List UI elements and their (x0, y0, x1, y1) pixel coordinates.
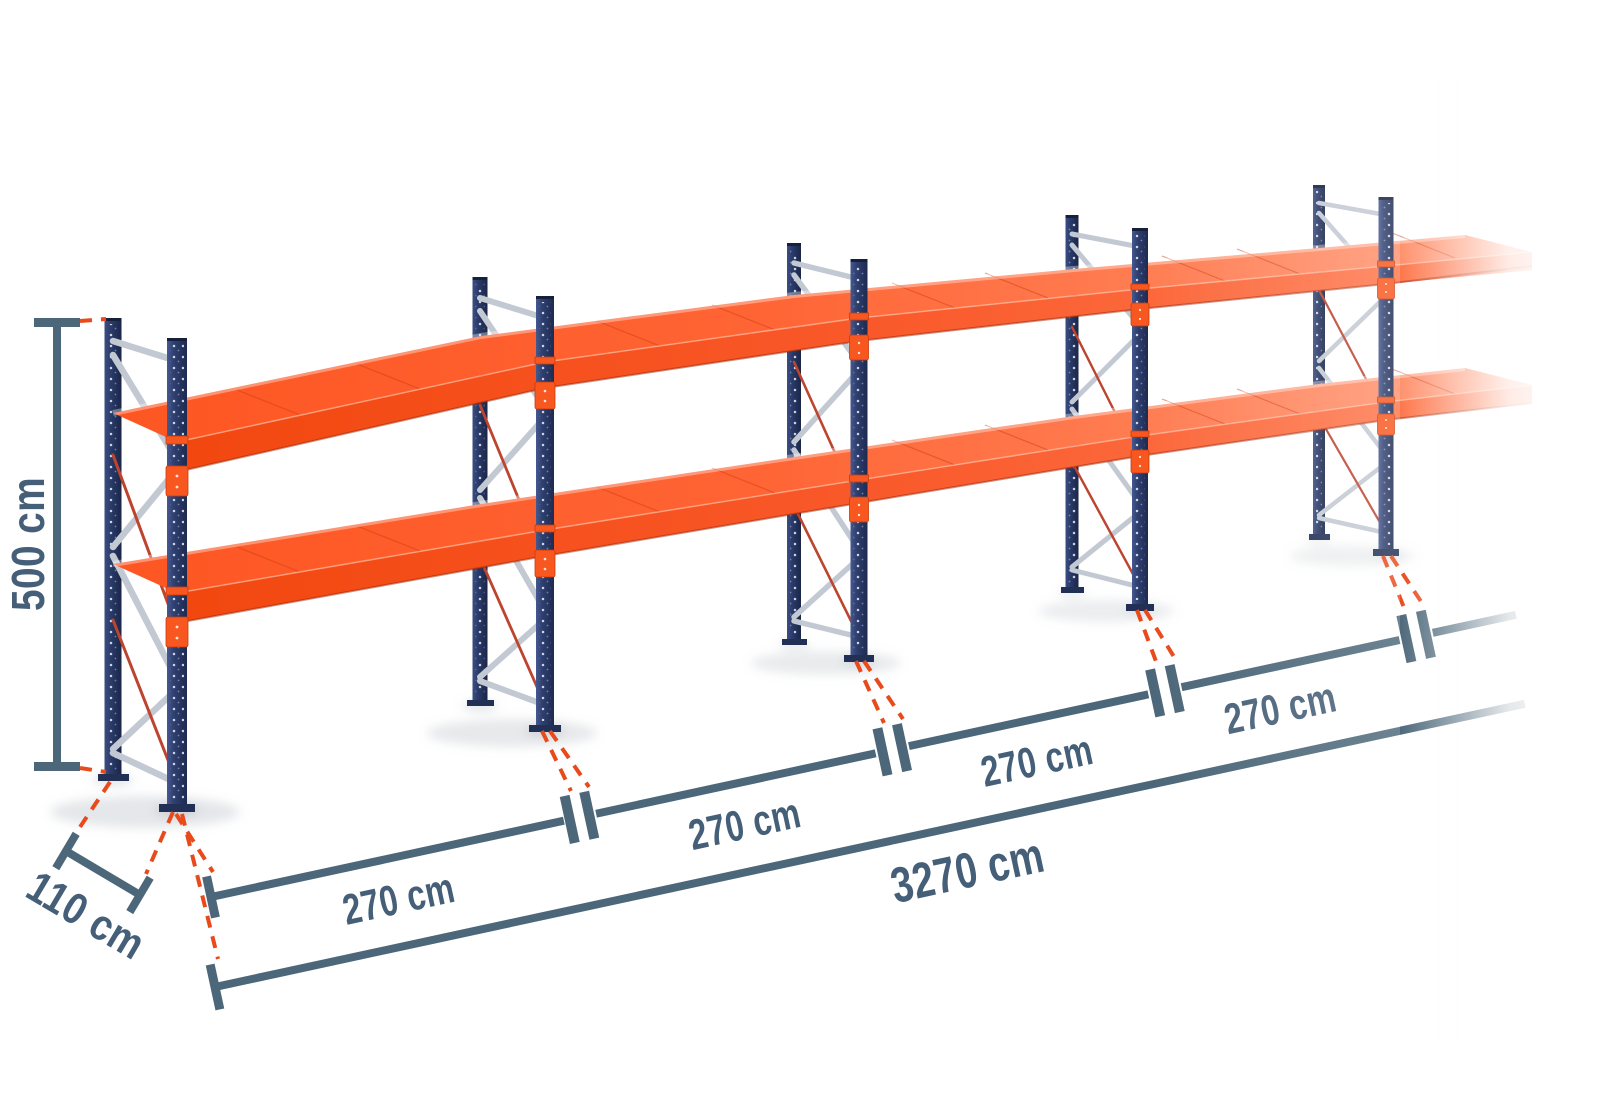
leader-frame2-a (540, 730, 573, 792)
beam-brackets (165, 260, 1395, 648)
distance-haze (1150, 100, 1400, 1020)
leader-lines (72, 317, 1426, 960)
dimension-height-label: 500 cm (2, 477, 54, 611)
height-dimension: 500 cm (2, 318, 80, 771)
depth-dimension: 110 cm (18, 831, 154, 969)
height-dim-cap-bottom (34, 762, 80, 771)
leader-height-top (79, 317, 107, 323)
leader-depth-right (144, 811, 175, 875)
leader-frame2-b (548, 729, 591, 789)
bay-dimension-label-1: 270 cm (338, 864, 459, 935)
right-fade-overlay (1398, 80, 1600, 1040)
leader-depth-left (72, 780, 112, 838)
height-dim-cap-top (34, 318, 80, 327)
bay-dimension-label-2: 270 cm (684, 789, 805, 860)
dimension-depth-label: 110 cm (18, 862, 153, 969)
bay-dimension-label-3: 270 cm (977, 726, 1098, 797)
leader-total-start (180, 813, 220, 960)
leader-frame3-b (862, 659, 905, 721)
leader-frame3-a (854, 660, 886, 724)
leader-height-bottom (79, 766, 107, 774)
leader-bay-start (174, 812, 215, 874)
